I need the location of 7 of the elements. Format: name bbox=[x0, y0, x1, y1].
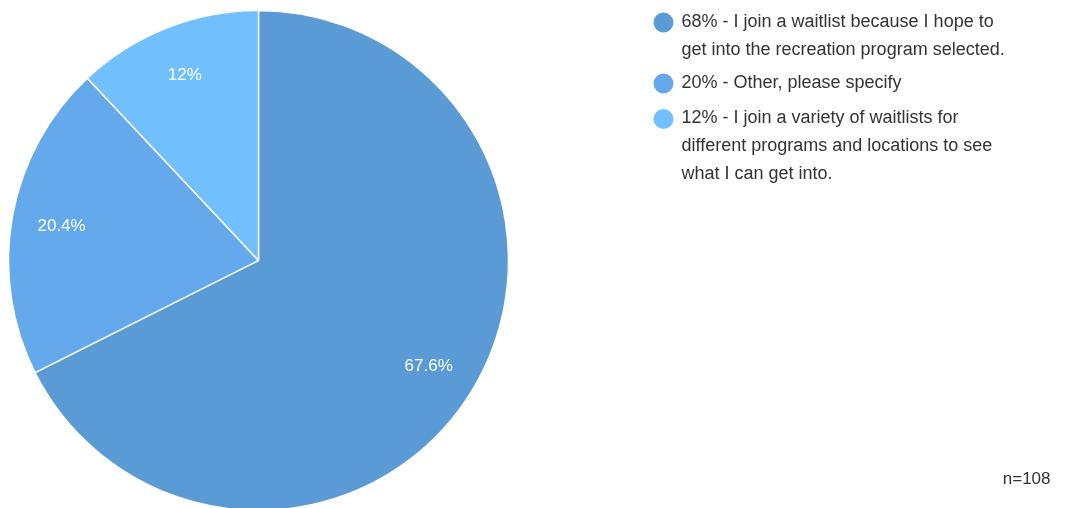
data-label: 12% bbox=[167, 65, 202, 85]
legend-label: 12% - I join a variety of waitlists for different programs and locations to see what I can get into. bbox=[680, 107, 993, 183]
data-label: 20.4% bbox=[37, 216, 86, 235]
text: n=108 bbox=[1002, 469, 1051, 488]
legend-label: 68% - I join a waitlist because I hope to get into the recreation program selected. bbox=[681, 10, 1005, 59]
data-label: 67.6% bbox=[404, 356, 453, 376]
legend-label: 20% - Other, please specify bbox=[681, 71, 902, 92]
